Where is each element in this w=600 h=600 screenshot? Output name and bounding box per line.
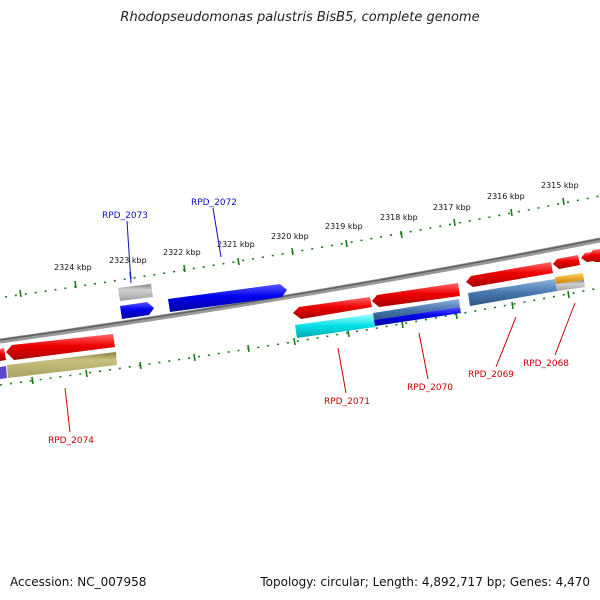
lower-leader-lines <box>64 302 576 433</box>
ruler-labels: 2315 kbp 2316 kbp 2317 kbp 2318 kbp 2319… <box>54 181 579 272</box>
genome-backbone <box>0 237 600 344</box>
gene-rpd-2070-steel[interactable] <box>373 299 460 320</box>
gene-rpd-2074-khaki[interactable] <box>7 352 117 378</box>
gene-rpd-2072[interactable] <box>168 284 287 312</box>
gene-rpd-2069-steel[interactable] <box>468 279 557 306</box>
gene-rpd-2068-orange[interactable] <box>555 273 584 284</box>
ruler-label-2316: 2316 kbp <box>487 192 525 201</box>
gene-rpd-2070-red[interactable] <box>372 283 460 307</box>
gene-rpd-2074-red[interactable] <box>6 334 115 360</box>
gene-rpd-2073-arrow[interactable] <box>120 302 154 319</box>
gene-label-rpd-2071: RPD_2071 <box>324 397 370 407</box>
gene-rpd-2068-red-3[interactable] <box>588 249 600 262</box>
accession-text: Accession: NC_007958 <box>10 575 147 589</box>
ruler-label-2315: 2315 kbp <box>541 181 579 190</box>
gene-rpd-2069-red[interactable] <box>466 262 553 287</box>
ruler-label-2322: 2322 kbp <box>163 248 201 257</box>
gene-rpd-2071-red[interactable] <box>293 297 372 319</box>
gene-label-rpd-2070: RPD_2070 <box>407 383 453 393</box>
gene-left-edge-red[interactable] <box>0 348 6 361</box>
gene-label-rpd-2068: RPD_2068 <box>523 359 569 369</box>
ruler-label-2319: 2319 kbp <box>325 222 363 231</box>
gene-left-edge-purple[interactable] <box>0 366 7 379</box>
gene-rpd-2070-blue[interactable] <box>374 307 461 326</box>
ruler-label-2320: 2320 kbp <box>271 232 309 241</box>
ruler-label-2324: 2324 kbp <box>54 263 92 272</box>
inner-ruler-major-ticks <box>31 290 570 385</box>
upper-gene-labels: RPD_2073 RPD_2072 <box>102 198 237 221</box>
gene-label-rpd-2073: RPD_2073 <box>102 211 148 221</box>
topology-text: Topology: circular; Length: 4,892,717 bp… <box>260 575 590 589</box>
ruler-label-2321: 2321 kbp <box>217 240 255 249</box>
upper-leader-lines <box>126 207 222 284</box>
gene-rpd-2068-gray[interactable] <box>556 280 585 291</box>
ruler-label-2318: 2318 kbp <box>380 213 418 222</box>
lower-gene-labels: RPD_2074 RPD_2071 RPD_2070 RPD_2069 RPD_… <box>48 359 569 446</box>
genome-title: Rhodopseudomonas palustris BisB5, comple… <box>120 10 480 25</box>
gene-rpd-2071-cyan[interactable] <box>295 314 375 338</box>
ruler-label-2323: 2323 kbp <box>109 256 147 265</box>
gene-rpd-2073-gray[interactable] <box>118 284 153 301</box>
gene-label-rpd-2072: RPD_2072 <box>191 198 237 208</box>
ruler-label-2317: 2317 kbp <box>433 203 471 212</box>
gene-label-rpd-2069: RPD_2069 <box>468 370 514 380</box>
gene-rpd-2068-red-1[interactable] <box>553 255 580 269</box>
gene-label-rpd-2074: RPD_2074 <box>48 436 94 446</box>
